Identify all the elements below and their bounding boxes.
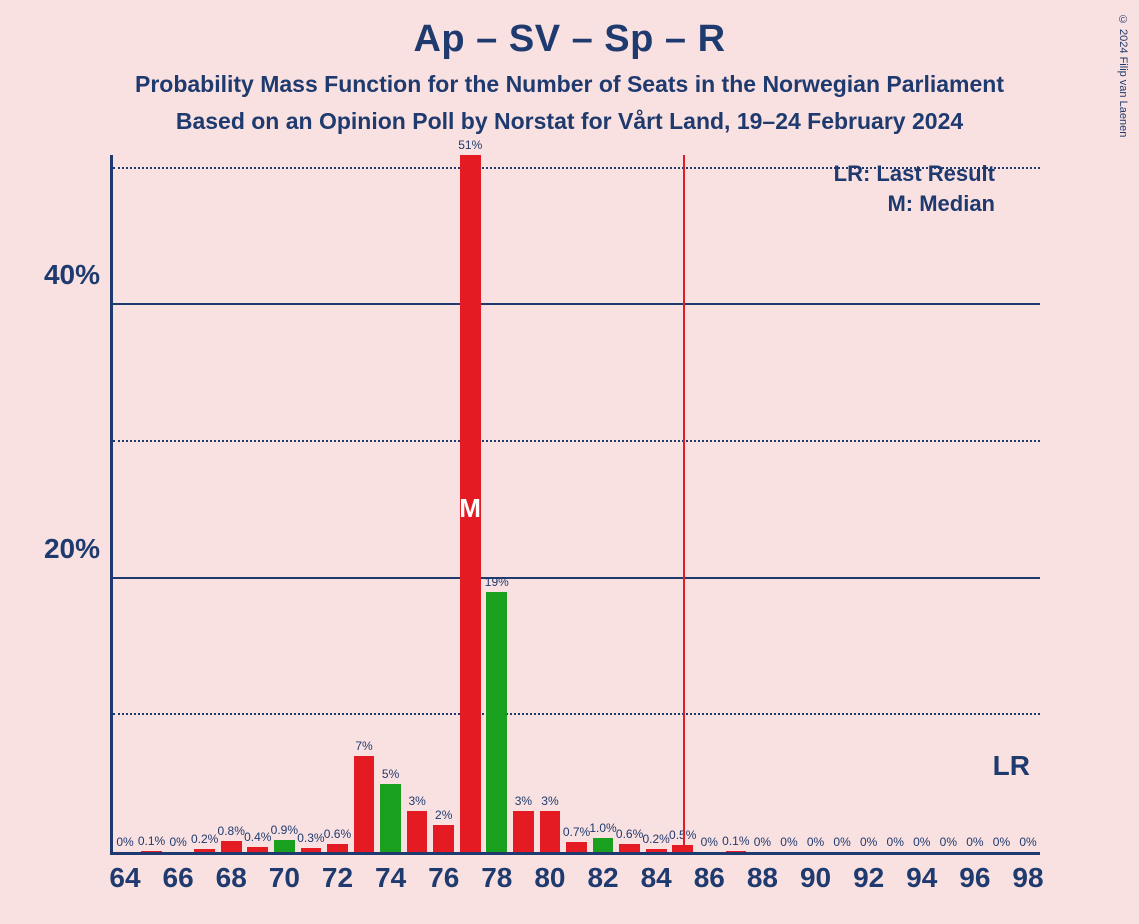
bar-value-label: 3% [397, 794, 437, 808]
bar-value-label: 0.6% [317, 827, 357, 841]
x-axis-label: 64 [109, 862, 140, 894]
median-marker: M [459, 493, 481, 524]
bar [726, 851, 747, 852]
last-result-line [683, 155, 685, 852]
bar-value-label: 19% [477, 575, 517, 589]
x-axis-label: 76 [428, 862, 459, 894]
gridline-minor [113, 440, 1040, 442]
bar [513, 811, 534, 852]
chart-title: Ap – SV – Sp – R [0, 18, 1139, 61]
x-axis-label: 96 [959, 862, 990, 894]
bar [301, 848, 322, 852]
chart-subtitle-1: Probability Mass Function for the Number… [0, 71, 1139, 98]
bar [247, 847, 268, 852]
bar [194, 849, 215, 852]
x-axis-label: 78 [481, 862, 512, 894]
y-axis-label: 40% [44, 259, 100, 291]
bar [433, 825, 454, 852]
gridline-minor [113, 167, 1040, 169]
chart-subtitle-2: Based on an Opinion Poll by Norstat for … [0, 108, 1139, 135]
copyright: © 2024 Filip van Laenen [1117, 14, 1129, 137]
x-axis-label: 74 [375, 862, 406, 894]
bar-value-label: 2% [424, 808, 464, 822]
last-result-label: LR [993, 750, 1030, 782]
legend-lr: LR: Last Result [834, 161, 995, 187]
gridline-major [113, 303, 1040, 305]
x-axis-label: 70 [269, 862, 300, 894]
bar-value-label: 51% [450, 138, 490, 152]
x-axis-label: 72 [322, 862, 353, 894]
bar [486, 592, 507, 852]
bar [141, 851, 162, 852]
bar-value-label: 0% [1008, 835, 1048, 849]
bar [327, 844, 348, 852]
x-axis-label: 86 [694, 862, 725, 894]
x-axis-label: 92 [853, 862, 884, 894]
bar-value-label: 3% [530, 794, 570, 808]
gridline-minor [113, 713, 1040, 715]
x-axis-label: 98 [1012, 862, 1043, 894]
x-axis-label: 88 [747, 862, 778, 894]
y-axis-label: 20% [44, 533, 100, 565]
plot-area: LR: Last Result M: Median 20%40%0%0.1%0%… [110, 155, 1040, 855]
x-axis-label: 80 [534, 862, 565, 894]
x-axis-label: 68 [216, 862, 247, 894]
x-axis-label: 66 [163, 862, 194, 894]
x-axis-label: 84 [641, 862, 672, 894]
bar [646, 849, 667, 852]
bar-value-label: 7% [344, 739, 384, 753]
x-axis-label: 94 [906, 862, 937, 894]
legend-m: M: Median [887, 191, 995, 217]
chart-area: LR: Last Result M: Median 20%40%0%0.1%0%… [110, 155, 1110, 875]
x-axis-label: 90 [800, 862, 831, 894]
gridline-major [113, 577, 1040, 579]
bar [566, 842, 587, 852]
x-axis-label: 82 [587, 862, 618, 894]
bar-value-label: 5% [371, 767, 411, 781]
